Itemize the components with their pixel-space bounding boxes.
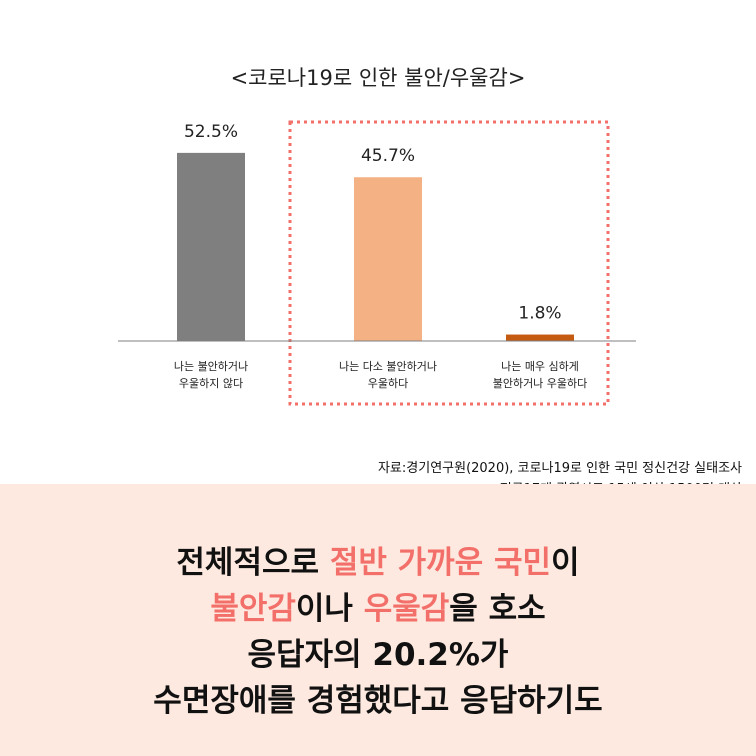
headline-line4-segment-0: 수면장애를 경험했다고 응답하기도 [153,683,603,719]
headline-line1-segment-0: 전체적으로 [176,545,330,581]
value-label-2: 45.7% [361,146,415,166]
headline-line2-segment-3: 을 호소 [449,591,546,627]
category-label-2-line-1: 나는 다소 불안하거나 [339,359,437,373]
headline-line-3: 응답자의 20.2%가 [0,632,756,678]
bar-2 [354,177,422,341]
category-label-2-line-2: 우울하다 [368,376,408,390]
category-label-1-line-1: 나는 불안하거나 [174,359,248,373]
headline-line2-segment-1: 이나 [295,591,364,627]
source-line-1: 자료:경기연구원(2020), 코로나19로 인한 국민 정신건강 실태조사 [377,461,742,476]
value-label-1: 52.5% [184,122,238,142]
headline-line2-segment-2: 우울감 [363,591,450,627]
category-label-1-line-2: 우울하지 않다 [179,376,243,390]
chart-title: <코로나19로 인한 불안/우울감> [230,66,526,90]
headline-line1-segment-1: 절반 가까운 국민 [329,545,552,581]
bar-3 [506,334,574,341]
headline-line-2: 불안감이나 우울감을 호소 [0,586,756,632]
category-label-3-line-1: 나는 매우 심하게 [501,359,579,373]
headline: 전체적으로 절반 가까운 국민이 불안감이나 우울감을 호소 응답자의 20.2… [0,540,756,724]
summary-panel [0,484,756,756]
headline-line-4: 수면장애를 경험했다고 응답하기도 [0,678,756,724]
headline-line3-segment-0: 응답자의 20.2%가 [247,637,509,673]
headline-line2-segment-0: 불안감 [210,591,296,627]
headline-line1-segment-2: 이 [551,545,580,581]
headline-line-1: 전체적으로 절반 가까운 국민이 [0,540,756,586]
value-label-3: 1.8% [518,304,561,324]
category-label-3-line-2: 불안하거나 우울하다 [493,376,588,390]
bar-1 [177,152,245,341]
highlight-box [288,120,610,406]
